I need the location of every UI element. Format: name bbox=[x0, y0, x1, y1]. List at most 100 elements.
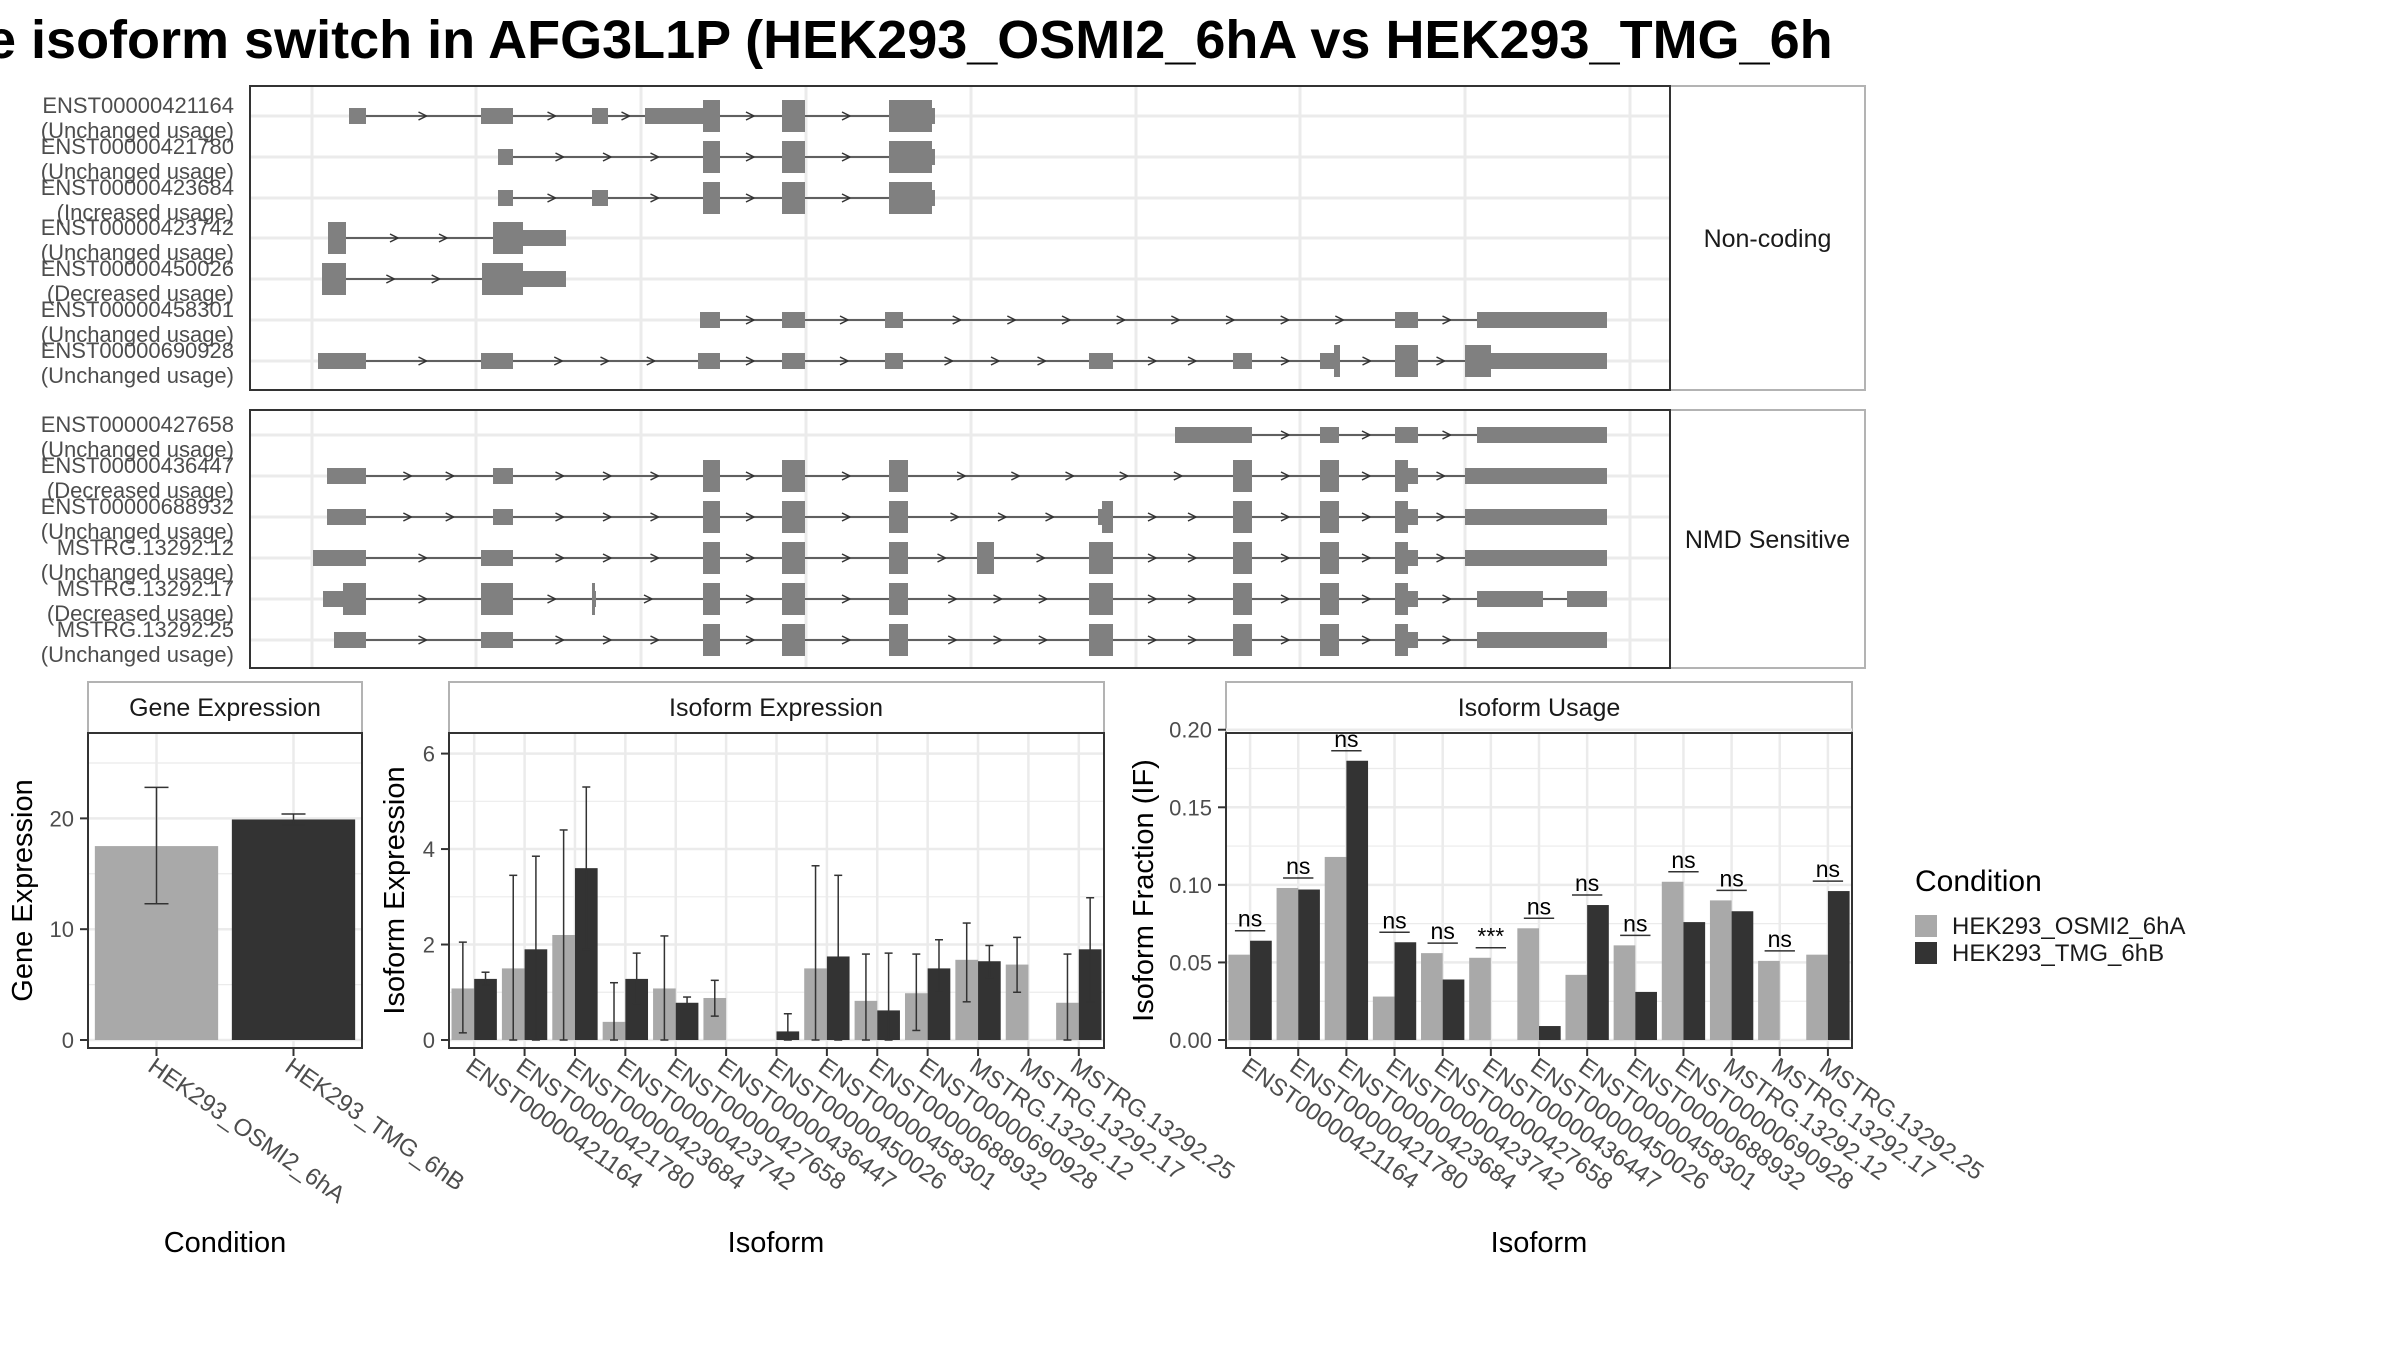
direction-arrow bbox=[1361, 512, 1372, 522]
significance-label: ns bbox=[1382, 907, 1406, 933]
exon bbox=[498, 190, 513, 206]
direction-arrow bbox=[1010, 471, 1022, 481]
exon bbox=[1395, 624, 1408, 656]
direction-arrow bbox=[993, 594, 1004, 604]
direction-arrow bbox=[1147, 553, 1158, 563]
direction-arrow bbox=[602, 553, 613, 563]
y-axis-label: Gene Expression bbox=[7, 779, 39, 1001]
direction-arrow bbox=[839, 356, 850, 366]
transcript-row: ENST00000427658(Unchanged usage) bbox=[41, 412, 1607, 462]
chart-strip bbox=[87, 681, 363, 734]
exon bbox=[889, 100, 932, 132]
direction-arrow bbox=[956, 471, 967, 481]
direction-arrow bbox=[650, 193, 661, 203]
direction-arrow bbox=[1442, 635, 1453, 645]
direction-arrow bbox=[621, 111, 632, 121]
direction-arrow bbox=[745, 111, 756, 121]
exon bbox=[1408, 550, 1418, 566]
group-strip bbox=[1669, 409, 1866, 669]
y-tick-label: 0.05 bbox=[1169, 950, 1212, 975]
significance-label: ns bbox=[1575, 870, 1599, 896]
exon bbox=[782, 182, 805, 214]
exon bbox=[481, 353, 513, 369]
exon bbox=[889, 501, 908, 533]
direction-arrow bbox=[1225, 315, 1236, 325]
bar-tmg bbox=[1250, 940, 1272, 1040]
direction-arrow bbox=[1362, 356, 1373, 366]
bar-osmi bbox=[1806, 954, 1828, 1040]
exon bbox=[493, 468, 513, 484]
direction-arrow bbox=[600, 356, 611, 366]
direction-arrow bbox=[841, 594, 852, 604]
exon bbox=[698, 353, 720, 369]
exon bbox=[1395, 501, 1408, 533]
exon bbox=[1395, 460, 1408, 492]
direction-arrow bbox=[841, 471, 852, 481]
direction-arrow bbox=[841, 553, 852, 563]
exon bbox=[1465, 509, 1607, 525]
direction-arrow bbox=[1187, 635, 1198, 645]
bar-tmg bbox=[978, 961, 1001, 1040]
isoform-id-label: MSTRG.13292.12 bbox=[57, 535, 234, 560]
direction-arrow bbox=[1361, 635, 1372, 645]
exon bbox=[1233, 460, 1252, 492]
exon bbox=[592, 190, 608, 206]
direction-arrow bbox=[650, 471, 661, 481]
bar-tmg bbox=[675, 1002, 699, 1040]
isoform-id-label: ENST00000436447 bbox=[41, 453, 234, 478]
significance-label: ns bbox=[1816, 856, 1840, 882]
exon bbox=[932, 149, 935, 165]
exon bbox=[889, 182, 932, 214]
y-tick-label: 10 bbox=[50, 917, 74, 942]
exon bbox=[481, 108, 513, 124]
direction-arrow bbox=[1280, 512, 1291, 522]
direction-arrow bbox=[418, 111, 429, 121]
direction-arrow bbox=[839, 315, 850, 325]
exon bbox=[703, 141, 720, 173]
significance-label: ns bbox=[1431, 918, 1455, 944]
exon bbox=[1395, 583, 1408, 615]
exon bbox=[1477, 591, 1543, 607]
direction-arrow bbox=[1280, 430, 1291, 440]
direction-arrow bbox=[418, 553, 429, 563]
isoform-usage-label: (Unchanged usage) bbox=[41, 363, 234, 388]
direction-arrow bbox=[1006, 315, 1018, 325]
chart-strip bbox=[1225, 681, 1853, 734]
transcript-row: ENST00000688932(Unchanged usage) bbox=[41, 494, 1607, 544]
direction-arrow bbox=[1361, 553, 1372, 563]
significance-label: ns bbox=[1623, 910, 1647, 936]
legend-title: Condition bbox=[1915, 865, 2042, 898]
x-axis-label: Isoform bbox=[728, 1227, 825, 1259]
direction-arrow bbox=[1037, 356, 1048, 366]
exon bbox=[977, 542, 994, 574]
isoform-usage-label: (Decreased usage) bbox=[47, 281, 234, 306]
isoform-usage-label: (Decreased usage) bbox=[47, 601, 234, 626]
chart-panel-border bbox=[87, 732, 363, 1049]
direction-arrow bbox=[553, 356, 564, 366]
direction-arrow bbox=[445, 471, 456, 481]
isoform-id-label: ENST00000421780 bbox=[41, 134, 234, 159]
structure-panel-background bbox=[250, 410, 1670, 668]
exon bbox=[1408, 632, 1418, 648]
direction-arrow bbox=[993, 635, 1004, 645]
exon bbox=[782, 583, 805, 615]
isoform-id-label: ENST00000423742 bbox=[41, 215, 234, 240]
transcript-row: ENST00000421780(Unchanged usage) bbox=[41, 134, 935, 184]
exon bbox=[1320, 624, 1339, 656]
isoform-usage-label: (Decreased usage) bbox=[47, 478, 234, 503]
direction-arrow bbox=[1280, 315, 1291, 325]
transcript-row: ENST00000690928(Unchanged usage) bbox=[41, 338, 1607, 388]
exon bbox=[1098, 509, 1102, 525]
exon bbox=[782, 312, 805, 328]
bar-tmg bbox=[1683, 922, 1706, 1040]
legend-key-osmi bbox=[1915, 915, 1937, 937]
y-tick-label: 0.10 bbox=[1169, 873, 1212, 898]
bar-osmi bbox=[1758, 960, 1780, 1040]
exon bbox=[1408, 591, 1418, 607]
direction-arrow bbox=[1436, 512, 1447, 522]
direction-arrow bbox=[385, 274, 397, 284]
direction-arrow bbox=[841, 111, 852, 121]
exon bbox=[481, 583, 513, 615]
direction-arrow bbox=[1116, 315, 1127, 325]
